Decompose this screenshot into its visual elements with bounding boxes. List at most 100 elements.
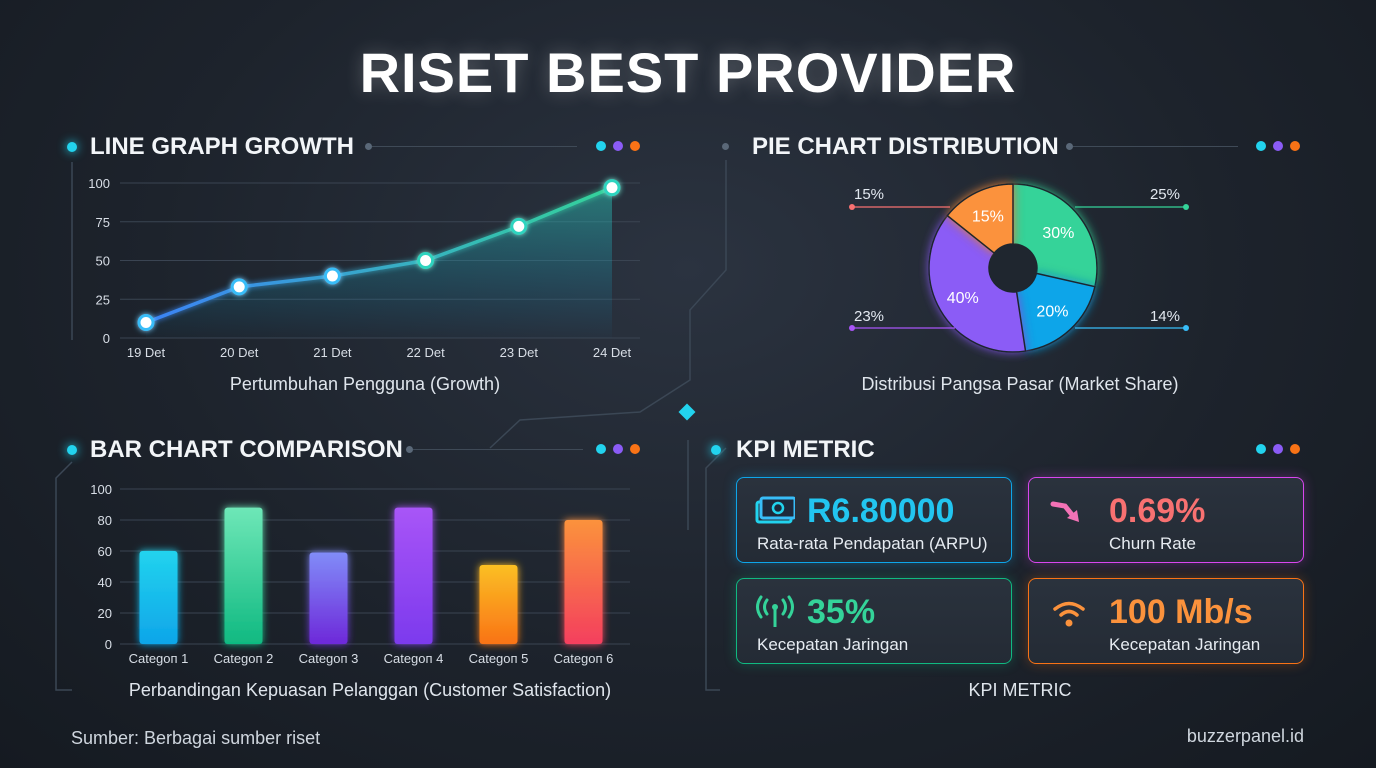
- line-point[interactable]: [510, 217, 528, 235]
- line-point[interactable]: [230, 278, 248, 296]
- pie-section-title: PIE CHART DISTRIBUTION: [752, 133, 1059, 160]
- x-tick-label: 21 Det: [313, 345, 352, 360]
- pie-slice[interactable]: [928, 214, 1027, 353]
- cyan-dot-icon: [1256, 444, 1266, 454]
- line-point[interactable]: [417, 252, 435, 269]
- y-tick-label: 25: [96, 292, 110, 307]
- purple-dot-icon: [1273, 444, 1283, 454]
- orange-dot-icon: [630, 141, 640, 151]
- callout-label: 14%: [1150, 308, 1180, 325]
- bar[interactable]: [479, 564, 518, 644]
- line-area: [146, 187, 612, 338]
- pie-slice-label: 40%: [947, 290, 979, 307]
- line-chart-caption: Pertumbuhan Pengguna (Growth): [229, 374, 501, 394]
- pie-slice-label: 30%: [1042, 225, 1074, 242]
- purple-dot-icon: [1273, 141, 1283, 151]
- x-tick-label: Categoп 3: [299, 651, 359, 666]
- bar[interactable]: [564, 520, 603, 644]
- x-tick-label: Categoп 6: [554, 651, 614, 666]
- x-tick-label: 23 Det: [500, 345, 539, 360]
- page-title: RISET BEST PROVIDER: [359, 41, 1017, 104]
- bar-chart-caption: Perbandingan Kepuasan Pelanggan (Custome…: [128, 680, 612, 700]
- kpi-label: Churn Rate: [1109, 534, 1196, 553]
- center-diamond-icon: [678, 403, 696, 421]
- pie-slice-label: 15%: [972, 209, 1004, 226]
- purple-dot-icon: [613, 141, 623, 151]
- kpi-card-churn: 0.69% Churn Rate: [1028, 477, 1304, 563]
- window-dots: [596, 444, 640, 454]
- cyan-dot-icon: [596, 444, 606, 454]
- section-bullet-icon: [67, 142, 77, 152]
- callout-label: 25%: [1150, 186, 1180, 203]
- window-dots: [596, 141, 640, 151]
- kpi-section-title: KPI METRIC: [736, 436, 875, 463]
- bar[interactable]: [139, 551, 178, 644]
- kpi-label: Kecepatan Jaringan: [1109, 635, 1261, 654]
- footer-brand[interactable]: buzzerpanel.id: [1186, 726, 1304, 746]
- callout-dot-icon: [1183, 325, 1189, 331]
- window-dots: [1256, 141, 1300, 151]
- kpi-value: 100 Mb/s: [1109, 593, 1253, 631]
- rule-dot-icon: [365, 143, 372, 150]
- divider: [1073, 146, 1238, 147]
- kpi-card-signal: 35% Kecepatan Jaringan: [736, 578, 1012, 664]
- bar-chart: 0 20 40 60 80 100 Categoп 1 Categoп 2 Categoп 3 C…: [90, 482, 630, 666]
- callout-label: 23%: [854, 308, 884, 325]
- bar[interactable]: [394, 507, 433, 644]
- divider: [372, 146, 577, 147]
- section-bullet-icon: [711, 445, 721, 455]
- y-tick-label: 60: [98, 544, 112, 559]
- x-tick-label: 22 Det: [406, 345, 445, 360]
- bar[interactable]: [309, 552, 348, 644]
- x-tick-label: 20 Det: [220, 345, 259, 360]
- signal-tower-icon: [756, 595, 794, 627]
- line-point[interactable]: [137, 314, 155, 331]
- y-tick-label: 100: [90, 482, 112, 497]
- pie-chart-caption: Distribusi Pangsa Pasar (Market Share): [861, 374, 1179, 394]
- y-tick-label: 100: [88, 176, 110, 191]
- orange-dot-icon: [1290, 444, 1300, 454]
- footer-source: Sumber: Berbagai sumber riset: [71, 728, 321, 748]
- bar[interactable]: [224, 507, 263, 644]
- callout-dot-icon: [849, 325, 855, 331]
- line-chart: 0 25 50 75 100 19 Det 20 Det 21 Det 22 Det 23 Det…: [88, 176, 640, 360]
- y-tick-label: 40: [98, 575, 112, 590]
- y-tick-label: 80: [98, 513, 112, 528]
- bar-section-title: BAR CHART COMPARISON: [90, 436, 403, 463]
- kpi-label: Rata-rata Pendapatan (ARPU): [757, 534, 988, 553]
- rule-dot-icon: [722, 143, 729, 150]
- kpi-value: R6.80000: [807, 492, 955, 530]
- y-tick-label: 0: [105, 637, 112, 652]
- orange-dot-icon: [630, 444, 640, 454]
- cyan-dot-icon: [1256, 141, 1266, 151]
- money-icon: [755, 496, 795, 524]
- rule-dot-icon: [406, 446, 413, 453]
- line-series: [145, 186, 613, 325]
- purple-dot-icon: [613, 444, 623, 454]
- kpi-card-arpu: R6.80000 Rata-rata Pendapatan (ARPU): [736, 477, 1012, 563]
- wifi-icon: [1053, 601, 1085, 627]
- line-point[interactable]: [603, 179, 621, 197]
- pie-chart: 30% 20% 40% 15% 15% 25% 23% 14%: [849, 183, 1189, 353]
- donut-hole: [989, 244, 1037, 292]
- x-tick-label: Categoп 2: [214, 651, 274, 666]
- section-bullet-icon: [67, 445, 77, 455]
- x-tick-label: Categoп 1: [129, 651, 189, 666]
- x-tick-label: Categoп 4: [384, 651, 444, 666]
- callout-dot-icon: [1183, 204, 1189, 210]
- x-tick-label: 19 Det: [127, 345, 166, 360]
- x-tick-label: Categoп 5: [469, 651, 529, 666]
- callout-dot-icon: [849, 204, 855, 210]
- rule-dot-icon: [1066, 143, 1073, 150]
- line-section-title: LINE GRAPH GROWTH: [90, 133, 354, 160]
- line-point[interactable]: [323, 267, 341, 285]
- y-tick-label: 50: [96, 254, 110, 269]
- kpi-value: 0.69%: [1109, 492, 1206, 530]
- cyan-dot-icon: [596, 141, 606, 151]
- kpi-value: 35%: [807, 593, 876, 631]
- orange-dot-icon: [1290, 141, 1300, 151]
- y-tick-label: 0: [103, 331, 110, 346]
- divider: [413, 449, 583, 450]
- callout-label: 15%: [854, 186, 884, 203]
